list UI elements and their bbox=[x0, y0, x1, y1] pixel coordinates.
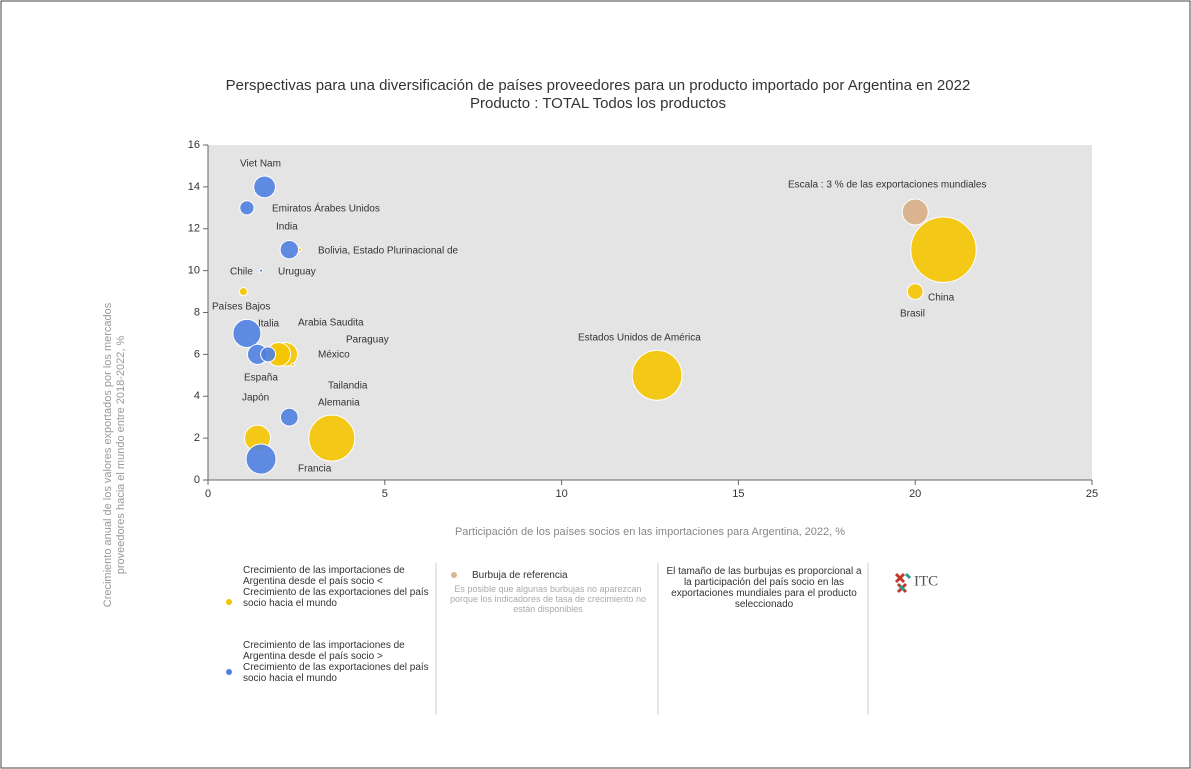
bubble bbox=[279, 239, 300, 260]
x-tick-label: 5 bbox=[382, 488, 388, 500]
y-tick-label: 10 bbox=[188, 265, 200, 277]
bubble-label: Italia bbox=[258, 319, 280, 330]
y-tick-label: 8 bbox=[194, 306, 200, 318]
bubble-label: Arabia Saudita bbox=[298, 318, 364, 329]
legend-title: Burbuja de referencia bbox=[472, 570, 568, 581]
itc-logo-icon bbox=[894, 572, 912, 594]
reference-bubble bbox=[901, 198, 929, 226]
x-tick-label: 20 bbox=[909, 488, 921, 500]
bubble-label: Chile bbox=[230, 267, 253, 278]
bubble bbox=[253, 175, 276, 199]
bubble bbox=[245, 443, 277, 475]
y-tick-label: 12 bbox=[188, 223, 200, 235]
bubble bbox=[260, 346, 277, 363]
bubble-label: Tailandia bbox=[328, 381, 368, 392]
x-tick-label: 25 bbox=[1086, 488, 1098, 500]
bubble-label: Viet Nam bbox=[240, 159, 281, 170]
bubble bbox=[308, 414, 356, 462]
bubble bbox=[238, 286, 248, 297]
logo-text: ITC bbox=[914, 573, 938, 589]
bubble-label: Estados Unidos de América bbox=[578, 333, 701, 344]
legend-swatch bbox=[451, 572, 457, 578]
y-tick-label: 14 bbox=[188, 181, 200, 193]
bubble-label: España bbox=[244, 373, 278, 384]
bubble-label: Países Bajos bbox=[212, 302, 270, 313]
bubble-label: India bbox=[276, 222, 298, 233]
bubble-label: Uruguay bbox=[278, 267, 316, 278]
x-tick-label: 10 bbox=[555, 488, 567, 500]
bubble bbox=[290, 362, 296, 368]
legend-text: Crecimiento de las importaciones de Arge… bbox=[243, 565, 429, 609]
bubble-label: Brasil bbox=[900, 309, 925, 320]
legend-note: Es posible que algunas burbujas no apare… bbox=[449, 584, 647, 614]
x-axis-label: Participación de los países socios en la… bbox=[455, 526, 845, 538]
bubble-label: Paraguay bbox=[346, 335, 389, 346]
bubble-label: Japón bbox=[242, 393, 269, 404]
y-tick-label: 6 bbox=[194, 348, 200, 360]
bubble bbox=[631, 349, 683, 401]
bubble-label: Emiratos Árabes Unidos bbox=[272, 202, 380, 215]
bubble bbox=[258, 268, 264, 273]
y-tick-label: 0 bbox=[194, 474, 200, 486]
x-tick-label: 0 bbox=[205, 488, 211, 500]
bubble-label: México bbox=[318, 350, 350, 361]
reference-label: Escala : 3 % de las exportaciones mundia… bbox=[788, 180, 986, 191]
bubble bbox=[906, 283, 924, 300]
legend-swatch bbox=[226, 599, 232, 605]
plot-area bbox=[208, 145, 1092, 480]
bubble bbox=[910, 216, 977, 283]
bubble bbox=[232, 318, 262, 348]
y-tick-label: 4 bbox=[194, 390, 200, 402]
y-axis-label: Crecimiento anual de los valores exporta… bbox=[102, 302, 127, 608]
legend-text: Crecimiento de las importaciones de Arge… bbox=[243, 640, 429, 684]
x-tick-label: 15 bbox=[732, 488, 744, 500]
y-tick-label: 16 bbox=[188, 139, 200, 151]
bubble bbox=[239, 200, 255, 216]
y-tick-label: 2 bbox=[194, 432, 200, 444]
size-note: El tamaño de las burbujas es proporciona… bbox=[666, 566, 862, 610]
bubble-label: Francia bbox=[298, 464, 332, 475]
bubble bbox=[279, 407, 299, 427]
bubble-label: Alemania bbox=[318, 398, 360, 409]
legend-swatch bbox=[226, 669, 232, 675]
chart-subtitle: Producto : TOTAL Todos los productos bbox=[470, 95, 726, 112]
bubble-label: Bolivia, Estado Plurinacional de bbox=[318, 246, 459, 257]
bubble-label: China bbox=[928, 293, 955, 304]
chart-title: Perspectivas para una diversificación de… bbox=[226, 77, 971, 94]
